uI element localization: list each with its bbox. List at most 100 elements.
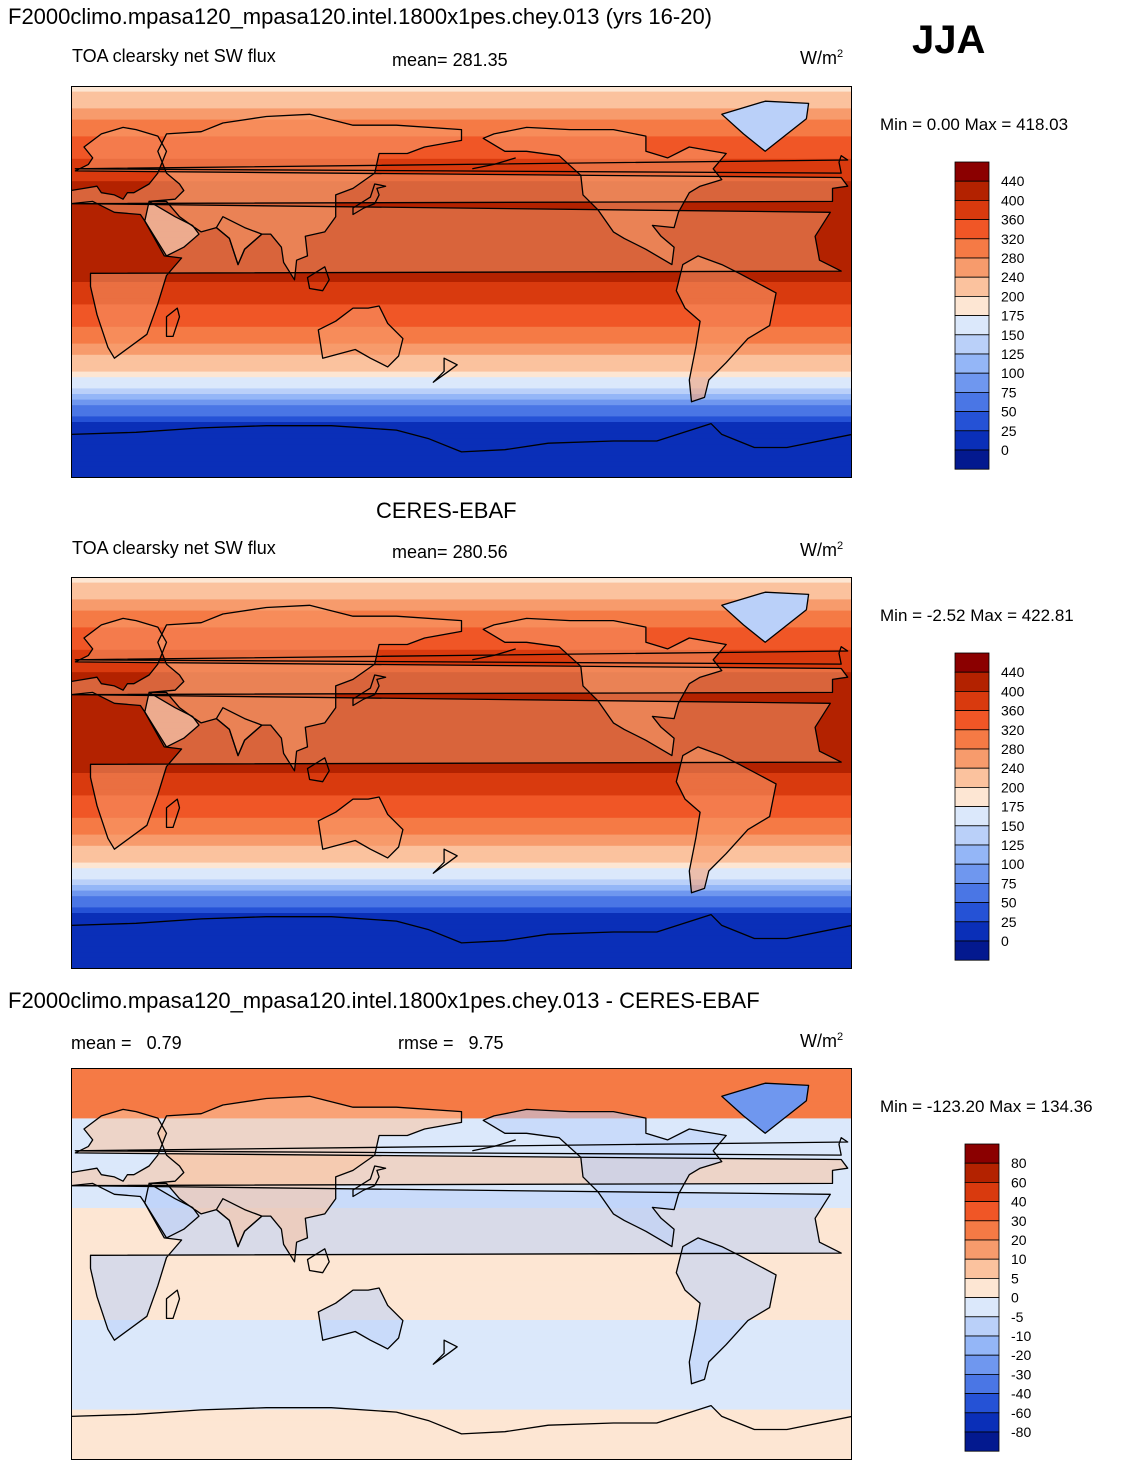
colorbar-swatch [964,1354,1000,1375]
field-band [71,1387,852,1394]
field-band [71,1140,852,1147]
field-band [71,433,852,440]
field-band [71,298,852,305]
field-band [71,1297,852,1304]
panel-model-variable: TOA clearsky net SW flux [72,46,276,66]
field-band [71,784,852,791]
coastlines [71,100,852,453]
colorbar-swatch [954,825,990,846]
colorbar-swatch [964,1431,1000,1452]
colorbar-tick-label: 280 [1001,741,1025,757]
colorbar-swatch [964,1393,1000,1414]
field-band [71,1404,852,1411]
field-band [71,661,852,668]
coastline-borneo [306,1248,330,1274]
coastline-uk [74,646,849,665]
field-band [71,924,852,931]
colorbar-tick-label: 100 [1001,856,1025,872]
coastline-arabia [144,200,200,257]
field-band [71,929,852,936]
coastline-islands_ak [472,648,516,661]
colorbar-tick-label: -60 [1011,1405,1031,1421]
colorbar-tick-label: 360 [1001,212,1025,228]
field-band [71,795,852,802]
field-band [71,896,852,903]
coastline-arabia [144,1182,200,1239]
field-band [71,102,852,109]
field-band [71,170,852,177]
panel-model-units: W/m2 [800,48,844,68]
coastlines [71,1082,852,1435]
coastline-australia [317,796,404,859]
coastline-nz [432,357,458,383]
field-band [71,1073,852,1080]
field-band [71,593,852,600]
land-shading [71,592,848,893]
field-band [71,817,852,824]
field-band [71,1353,852,1360]
field-band [71,801,852,808]
field-band [71,1331,852,1338]
field-band [71,1398,852,1405]
field-band [71,1342,852,1349]
colorbar-swatch [964,1277,1000,1298]
field-band [71,577,852,584]
colorbar-tick-label: 440 [1001,173,1025,189]
map-frame [71,1068,852,1460]
panel-diff-map [71,1068,852,1460]
field-band [71,834,852,841]
colorbar-tick-label: 200 [1001,288,1025,304]
colorbar-tick-label: 80 [1011,1155,1027,1171]
field-band [71,466,852,473]
colorbar-swatch [954,334,990,355]
land-samerica [676,1237,777,1384]
colorbar-tick-label: 175 [1001,799,1025,815]
coastline-europe [71,617,849,696]
panel-obs-colorbar: 440 400 360 320 280 240 200 175 150 125 100 75 50 25 0 [954,652,1025,961]
field-band [71,153,852,160]
panel-obs-map [71,577,852,969]
field-band [71,1415,852,1422]
coastline-samerica [675,255,777,403]
field-band [71,1320,852,1327]
coastline-europe [71,1108,849,1187]
field-band [71,789,852,796]
field-band [71,1437,852,1444]
field-band [71,1364,852,1371]
field-band [71,1409,852,1416]
field-band [71,125,852,132]
map-frame [71,86,852,478]
panel-diff-mean: mean = 0.79 [71,1033,182,1053]
field-band [71,1068,852,1075]
field-band [71,823,852,830]
coastline-australia [317,305,404,368]
colorbar-swatch [964,1143,1000,1164]
field-band [71,366,852,373]
field-band [71,1264,852,1271]
field-band [71,1308,852,1315]
coastline-india [215,707,263,757]
field-band [71,1314,852,1321]
field-band [71,287,852,294]
field-band [71,388,852,395]
coastline-india [215,1198,263,1248]
colorbar-swatch [954,671,990,692]
coastline-madagascar [165,307,181,338]
colorbar-swatch [954,863,990,884]
colorbar-swatch [954,691,990,712]
coastline-islands_ak [472,157,516,170]
panel-model-map [71,86,852,478]
colorbar-tick-label: 0 [1011,1290,1019,1306]
panel-obs-units: W/m2 [800,540,844,560]
coastline-japan [352,674,387,707]
coastline-namerica [482,1108,727,1248]
field-band [71,918,852,925]
field-band [71,354,852,361]
coastline-japan [352,1165,387,1198]
field-band [71,377,852,384]
colorbar-tick-label: 20 [1011,1232,1027,1248]
field-band [71,1135,852,1142]
panel-diff-minmax: Min = -123.20 Max = 134.36 [880,1097,1093,1116]
field-band [71,310,852,317]
field-band [71,114,852,121]
